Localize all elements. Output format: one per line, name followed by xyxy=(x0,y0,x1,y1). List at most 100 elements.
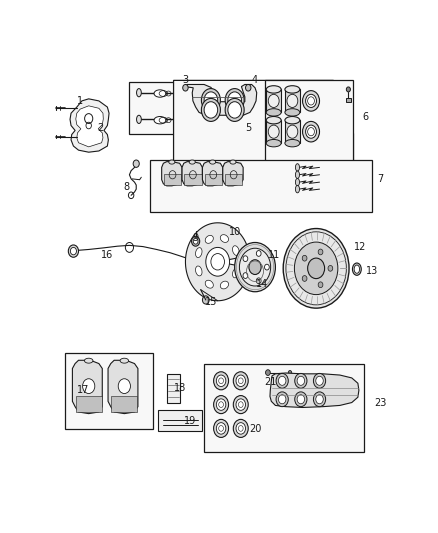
Ellipse shape xyxy=(154,90,166,97)
Bar xyxy=(184,174,202,184)
Bar xyxy=(167,374,180,402)
Ellipse shape xyxy=(266,86,281,93)
Circle shape xyxy=(228,102,241,118)
Circle shape xyxy=(295,374,307,388)
Circle shape xyxy=(287,125,298,138)
Text: 18: 18 xyxy=(174,383,187,393)
Circle shape xyxy=(307,258,325,279)
Circle shape xyxy=(214,395,229,414)
Text: 3: 3 xyxy=(182,75,188,85)
Text: 17: 17 xyxy=(78,385,90,395)
Circle shape xyxy=(214,372,229,390)
Bar xyxy=(285,120,300,143)
Circle shape xyxy=(249,260,261,274)
Ellipse shape xyxy=(295,171,300,179)
Ellipse shape xyxy=(178,115,184,124)
Circle shape xyxy=(71,247,77,255)
Circle shape xyxy=(276,392,288,407)
Ellipse shape xyxy=(354,265,360,273)
Bar xyxy=(158,410,202,431)
Polygon shape xyxy=(150,160,372,212)
Ellipse shape xyxy=(220,235,229,243)
Circle shape xyxy=(256,278,261,284)
Circle shape xyxy=(316,395,323,404)
Text: 4: 4 xyxy=(252,75,258,85)
Circle shape xyxy=(286,232,346,305)
Circle shape xyxy=(225,99,244,122)
Circle shape xyxy=(216,399,226,410)
Text: 7: 7 xyxy=(378,174,384,184)
Circle shape xyxy=(314,374,325,388)
Text: 11: 11 xyxy=(268,250,280,260)
Circle shape xyxy=(276,374,288,388)
Text: 5: 5 xyxy=(245,123,251,133)
Circle shape xyxy=(233,395,248,414)
Text: 15: 15 xyxy=(205,297,217,307)
Circle shape xyxy=(346,87,350,92)
Polygon shape xyxy=(108,360,138,414)
Circle shape xyxy=(133,160,139,167)
Ellipse shape xyxy=(353,263,361,276)
Circle shape xyxy=(302,276,307,281)
Polygon shape xyxy=(76,106,103,147)
Circle shape xyxy=(314,392,325,407)
Circle shape xyxy=(191,236,200,246)
Circle shape xyxy=(216,423,226,434)
Circle shape xyxy=(236,375,246,386)
Ellipse shape xyxy=(233,246,239,255)
Polygon shape xyxy=(223,161,243,186)
Ellipse shape xyxy=(230,160,236,164)
Circle shape xyxy=(214,419,229,438)
Circle shape xyxy=(302,255,307,261)
Text: 6: 6 xyxy=(362,112,368,122)
Text: 23: 23 xyxy=(374,398,387,408)
Circle shape xyxy=(201,88,220,111)
Ellipse shape xyxy=(209,160,215,164)
Text: 1: 1 xyxy=(77,96,83,106)
Text: 8: 8 xyxy=(123,182,129,192)
Text: 10: 10 xyxy=(229,227,241,237)
Circle shape xyxy=(268,125,279,138)
Circle shape xyxy=(306,94,317,108)
Text: 2: 2 xyxy=(97,123,104,133)
Circle shape xyxy=(216,375,226,386)
Circle shape xyxy=(183,84,188,91)
Circle shape xyxy=(235,243,276,292)
Circle shape xyxy=(233,372,248,390)
Bar xyxy=(266,90,281,112)
Circle shape xyxy=(283,229,349,308)
Ellipse shape xyxy=(266,117,281,124)
Circle shape xyxy=(265,370,270,375)
Polygon shape xyxy=(182,161,202,186)
Text: 12: 12 xyxy=(354,241,367,252)
Ellipse shape xyxy=(178,88,184,97)
Text: 19: 19 xyxy=(184,416,197,426)
Circle shape xyxy=(240,248,271,286)
Circle shape xyxy=(202,296,209,304)
Circle shape xyxy=(287,94,298,108)
Circle shape xyxy=(236,423,246,434)
Circle shape xyxy=(318,282,323,288)
Text: 9: 9 xyxy=(193,233,199,244)
Bar xyxy=(164,174,181,184)
Polygon shape xyxy=(72,360,102,414)
Text: 13: 13 xyxy=(366,266,378,276)
Bar xyxy=(266,120,281,143)
Circle shape xyxy=(206,247,230,276)
Bar xyxy=(225,174,243,184)
Circle shape xyxy=(279,376,286,385)
Circle shape xyxy=(192,257,199,265)
Polygon shape xyxy=(70,99,109,152)
Circle shape xyxy=(246,84,251,91)
Ellipse shape xyxy=(85,358,93,363)
Circle shape xyxy=(279,395,286,404)
Circle shape xyxy=(193,238,198,244)
Ellipse shape xyxy=(295,164,300,171)
Ellipse shape xyxy=(285,86,300,93)
Bar xyxy=(285,90,300,112)
Polygon shape xyxy=(202,161,223,186)
Circle shape xyxy=(236,399,246,410)
Circle shape xyxy=(306,125,317,138)
Ellipse shape xyxy=(120,358,129,363)
Circle shape xyxy=(256,251,261,256)
